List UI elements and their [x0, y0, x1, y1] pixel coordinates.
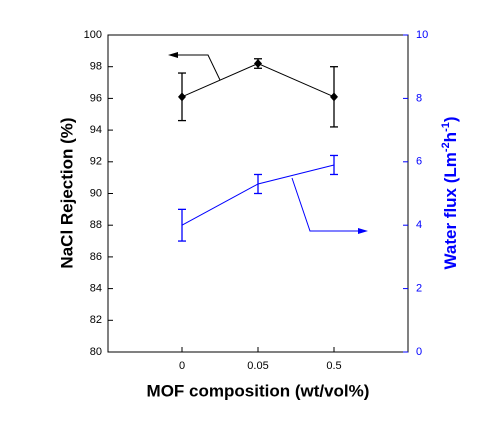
y2-title-sup: -1 [440, 122, 452, 132]
y-tick-label: 80 [90, 346, 102, 358]
y-tick-label: 86 [90, 251, 102, 263]
y-tick-label: 100 [84, 29, 102, 41]
y2-tick-label: 4 [416, 219, 422, 231]
arrow-left-axis [168, 52, 221, 81]
y-tick-label: 92 [90, 156, 102, 168]
y2-title-part: Water flux (Lm [441, 152, 460, 269]
x-axis-title: MOF composition (wt/vol%) [147, 381, 370, 400]
error-bar [254, 173, 262, 195]
data-point [330, 92, 338, 102]
y2-tick-label: 6 [416, 156, 422, 168]
y-tick-label: 96 [90, 92, 102, 104]
error-bar [330, 154, 338, 176]
x-tick-label: 0.05 [247, 360, 268, 372]
y2-tick-label: 0 [416, 346, 422, 358]
y-tick-label: 98 [90, 61, 102, 73]
y2-axis-title: Water flux (Lm-2h-1) [440, 116, 461, 269]
y2-tick-label: 10 [416, 29, 428, 41]
x-tick-label: 0.5 [326, 360, 341, 372]
error-bar [178, 208, 186, 242]
y-tick-label: 88 [90, 219, 102, 231]
y-tick-label: 84 [90, 283, 102, 295]
data-point [254, 59, 262, 69]
y-tick-label: 94 [90, 124, 102, 136]
y-tick-label: 90 [90, 187, 102, 199]
data-point [178, 92, 186, 102]
y2-title-part: ) [441, 116, 460, 122]
x-tick-label: 0 [179, 360, 185, 372]
y2-title-sup: -2 [440, 142, 452, 152]
y-axis-title: NaCl Rejection (%) [57, 117, 76, 268]
y2-title-part: h [441, 132, 460, 142]
y2-tick-label: 2 [416, 283, 422, 295]
arrow-right-axis [291, 177, 368, 234]
y-tick-label: 82 [90, 314, 102, 326]
y2-tick-label: 8 [416, 92, 422, 104]
